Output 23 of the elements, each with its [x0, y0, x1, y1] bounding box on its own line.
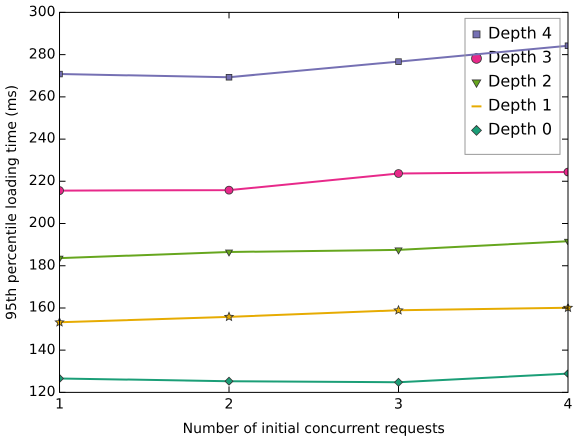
y-tick-label: 220	[28, 172, 56, 189]
x-axis-title: Number of initial concurrent requests	[182, 421, 445, 438]
x-tick-label: 3	[394, 396, 403, 412]
y-tick-label: 140	[28, 342, 56, 358]
y-tick-label: 260	[28, 88, 56, 104]
y-tick-label: 280	[28, 46, 56, 62]
y-tick-label: 160	[28, 300, 56, 316]
x-tick-label: 2	[224, 396, 234, 412]
legend-label: Depth 0	[488, 120, 552, 139]
legend-label: Depth 1	[488, 96, 552, 115]
y-tick-label: 300	[28, 4, 56, 20]
legend-label: Depth 3	[488, 48, 552, 67]
x-tick-label: 1	[55, 396, 64, 412]
y-axis-title: 95th percentile loading time (ms)	[4, 84, 20, 320]
x-tick-label: 4	[564, 396, 573, 412]
legend-label: Depth 2	[488, 72, 552, 91]
y-tick-label: 120	[28, 384, 56, 400]
y-tick-label: 200	[28, 215, 56, 232]
y-tick-label: 240	[28, 130, 56, 147]
y-tick-label: 180	[28, 257, 56, 274]
legend-label: Depth 4	[488, 24, 552, 43]
point	[394, 305, 404, 314]
point	[224, 312, 234, 321]
